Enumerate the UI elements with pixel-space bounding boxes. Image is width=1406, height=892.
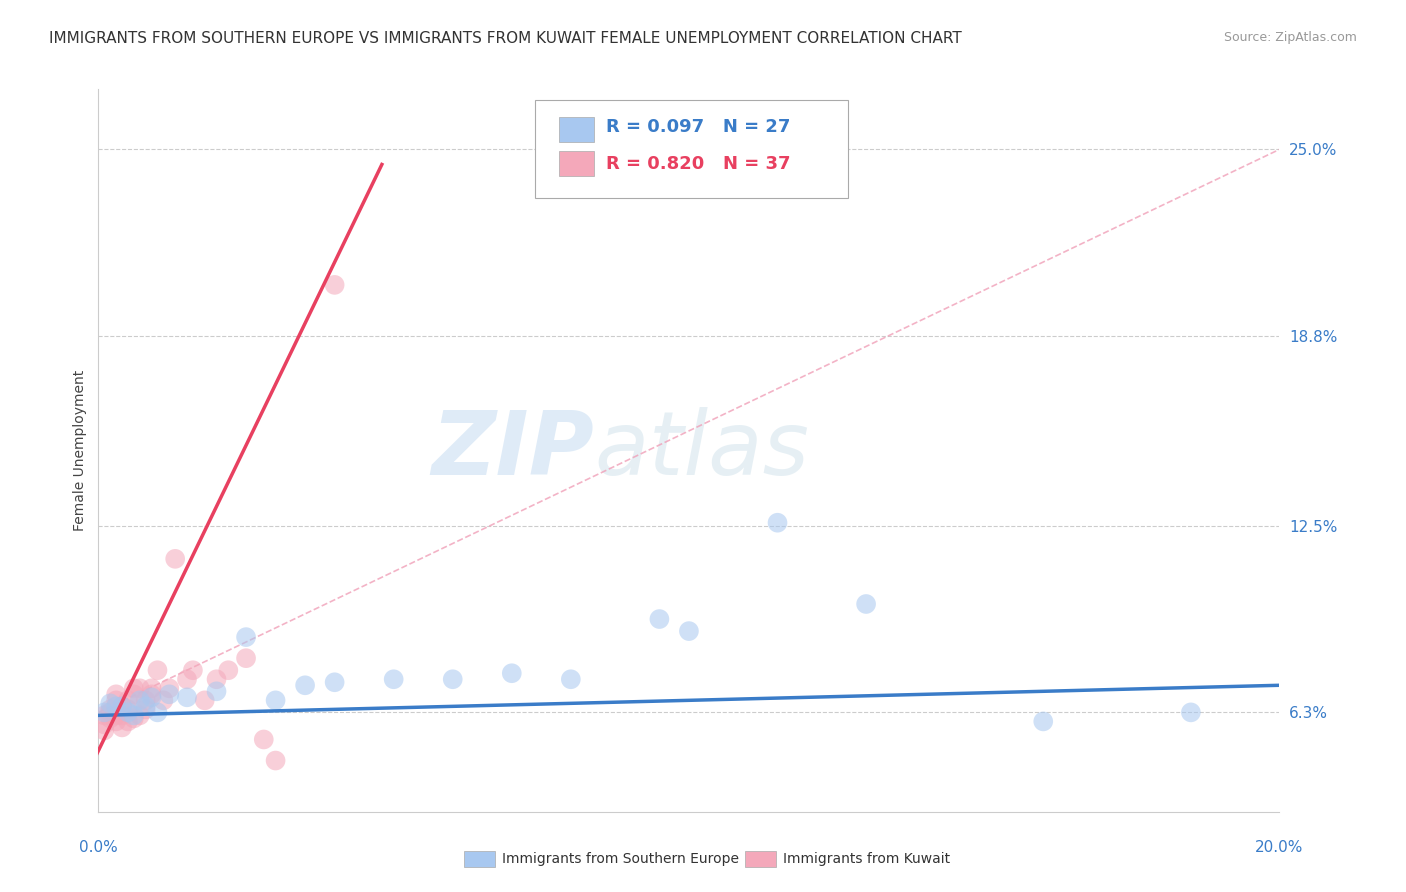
Point [141,690,163,705]
Point [111,721,134,735]
Point [111,708,134,723]
Point [98,702,121,716]
Point [146,663,169,677]
Text: R = 0.097   N = 27: R = 0.097 N = 27 [606,119,790,136]
Point [117,693,139,707]
Text: 0.0%: 0.0% [79,840,118,855]
Y-axis label: Female Unemployment: Female Unemployment [73,370,87,531]
Point [117,714,139,729]
Point [135,702,157,716]
Point [253,732,276,747]
Point [122,711,145,725]
Point [105,708,128,723]
Point [152,693,174,707]
Text: 20.0%: 20.0% [1256,840,1303,855]
Point [176,690,198,705]
Point [165,551,187,566]
Point [194,693,217,707]
Point [135,693,157,707]
Point [176,673,198,687]
Text: atlas: atlas [595,408,810,493]
Point [98,711,121,725]
Point [181,663,204,677]
Point [122,687,145,701]
Point [105,699,128,714]
Point [93,717,115,731]
Point [141,687,163,701]
FancyBboxPatch shape [560,117,595,142]
Point [128,708,150,723]
Point [766,516,789,530]
Text: Immigrants from Kuwait: Immigrants from Kuwait [783,852,950,866]
Text: Immigrants from Southern Europe: Immigrants from Southern Europe [502,852,740,866]
Point [205,673,228,687]
Point [157,687,180,701]
Point [117,702,139,716]
Point [105,687,128,701]
Point [264,754,287,768]
Point [235,630,257,644]
Point [111,699,134,714]
Point [93,706,115,720]
Point [141,681,163,696]
Point [648,612,671,626]
Point [122,681,145,696]
Point [105,693,128,707]
Point [217,663,239,677]
Point [1032,714,1054,729]
Point [441,673,464,687]
Point [205,684,228,698]
Point [157,681,180,696]
Point [117,706,139,720]
Point [382,673,405,687]
Text: IMMIGRANTS FROM SOUTHERN EUROPE VS IMMIGRANTS FROM KUWAIT FEMALE UNEMPLOYMENT CO: IMMIGRANTS FROM SOUTHERN EUROPE VS IMMIG… [49,31,962,46]
Point [128,693,150,707]
Point [105,714,128,729]
Point [111,699,134,714]
Point [135,699,157,714]
Point [235,651,257,665]
Point [560,673,582,687]
Point [93,723,115,738]
Point [98,696,121,710]
Point [678,624,700,639]
Point [323,277,346,292]
Point [93,708,115,723]
Text: ZIP: ZIP [432,407,595,494]
Point [128,681,150,696]
Point [264,693,287,707]
Point [1180,706,1202,720]
Point [323,675,346,690]
Point [501,666,523,681]
Point [122,708,145,723]
FancyBboxPatch shape [560,151,595,176]
Point [146,706,169,720]
Point [98,706,121,720]
Point [294,678,316,692]
Point [855,597,877,611]
Text: Source: ZipAtlas.com: Source: ZipAtlas.com [1223,31,1357,45]
FancyBboxPatch shape [536,100,848,198]
Text: R = 0.820   N = 37: R = 0.820 N = 37 [606,154,790,173]
